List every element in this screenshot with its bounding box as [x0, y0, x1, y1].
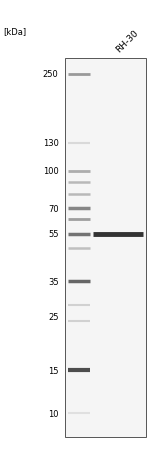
Text: 15: 15: [48, 366, 58, 375]
Text: 35: 35: [48, 277, 58, 286]
Text: RH-30: RH-30: [114, 29, 140, 55]
Text: 25: 25: [48, 313, 58, 321]
Text: 130: 130: [43, 139, 58, 148]
Bar: [64, 59, 146, 437]
Text: 55: 55: [48, 229, 58, 238]
Text: 100: 100: [43, 167, 58, 176]
Text: 10: 10: [48, 409, 58, 418]
Text: [kDa]: [kDa]: [3, 27, 26, 36]
Text: 250: 250: [43, 70, 58, 79]
Text: 70: 70: [48, 204, 58, 213]
